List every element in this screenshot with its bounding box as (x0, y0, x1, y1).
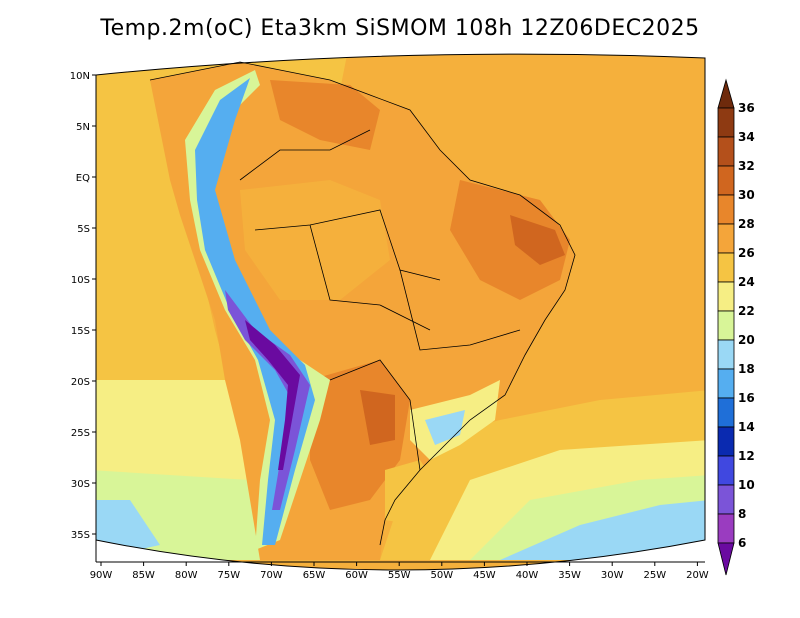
lon-label: 20W (686, 570, 709, 581)
colorbar-bottom-arrow (717, 542, 735, 576)
lat-label: 5S (77, 224, 90, 235)
colorbar-label: 16 (738, 391, 755, 405)
colorbar-swatch (717, 484, 735, 515)
map-frame (95, 53, 706, 571)
colorbar-swatch (717, 194, 735, 225)
andes-coldest (245, 320, 300, 470)
colorbar-swatch (717, 252, 735, 283)
colorbar-swatch (717, 455, 735, 486)
lon-label: 30W (601, 570, 624, 581)
colorbar-label: 36 (738, 101, 755, 115)
lon-label: 85W (132, 570, 155, 581)
colorbar-label: 34 (738, 130, 755, 144)
hot-patch-chaco-core (360, 390, 395, 445)
country-borders (149, 61, 576, 546)
lat-label: EQ (76, 173, 90, 184)
colorbar-swatch (717, 165, 735, 196)
lon-label: 65W (303, 570, 326, 581)
hot-patch-north (270, 80, 380, 150)
lon-label: 80W (175, 570, 198, 581)
colorbar-label: 22 (738, 304, 755, 318)
colorbar-swatch (717, 223, 735, 254)
lon-label: 40W (516, 570, 539, 581)
colorbar-label: 28 (738, 217, 755, 231)
colorbar-swatch (717, 339, 735, 370)
lat-label: 25S (71, 428, 90, 439)
colorbar-swatch (717, 513, 735, 544)
colorbar: 36 34 32 30 28 26 24 22 20 18 16 14 12 10 8 6 (717, 78, 755, 576)
colorbar-swatch (717, 426, 735, 457)
lon-label: 70W (260, 570, 283, 581)
colorbar-label: 12 (738, 449, 755, 463)
southeast-cold-area (425, 410, 465, 445)
south-brazil-area (385, 460, 440, 525)
lat-label: 5N (76, 122, 90, 133)
lat-label: 15S (71, 326, 90, 337)
colorbar-label: 18 (738, 362, 755, 376)
colorbar-swatch (717, 107, 735, 138)
atlantic-south-cold (500, 500, 705, 560)
colorbar-label: 20 (738, 333, 755, 347)
lon-label: 75W (217, 570, 240, 581)
lon-label: 60W (345, 570, 368, 581)
colorbar-swatch (717, 281, 735, 312)
colorbar-label: 24 (738, 275, 755, 289)
lat-label: 20S (71, 377, 90, 388)
lon-label: 45W (473, 570, 496, 581)
hot-patch-east-core (510, 215, 565, 265)
colorbar-top-arrow (717, 78, 735, 109)
lat-label: 30S (71, 479, 90, 490)
colorbar-label: 26 (738, 246, 755, 260)
latitude-axis: 10N 5N EQ 5S 10S 15S 20S 25S 30S 35S (70, 71, 96, 541)
colorbar-swatch (717, 136, 735, 167)
colorbar-label: 30 (738, 188, 755, 202)
amazon-mild-area (240, 180, 390, 300)
lon-label: 90W (90, 570, 113, 581)
lon-label: 55W (388, 570, 411, 581)
colorbar-label: 10 (738, 478, 755, 492)
lon-label: 35W (558, 570, 581, 581)
longitude-axis: 90W 85W 80W 75W 70W 65W 60W 55W 50W 45W 40W 35W 30W 2… (90, 562, 709, 581)
map-field (96, 54, 705, 571)
colorbar-label: 8 (738, 507, 746, 521)
colorbar-label: 6 (738, 536, 746, 550)
map-title: Temp.2m(oC) Eta3km SiSMOM 108h 12Z06DEC2… (100, 16, 700, 41)
lon-label: 50W (430, 570, 453, 581)
colorbar-swatch (717, 368, 735, 399)
colorbar-label: 14 (738, 420, 755, 434)
lat-label: 10N (70, 71, 90, 82)
lat-label: 10S (71, 275, 90, 286)
lat-label: 35S (71, 530, 90, 541)
colorbar-label: 32 (738, 159, 755, 173)
colorbar-swatch (717, 397, 735, 428)
colorbar-swatch (717, 310, 735, 341)
andes-very-cold (225, 290, 310, 510)
lon-label: 25W (643, 570, 666, 581)
